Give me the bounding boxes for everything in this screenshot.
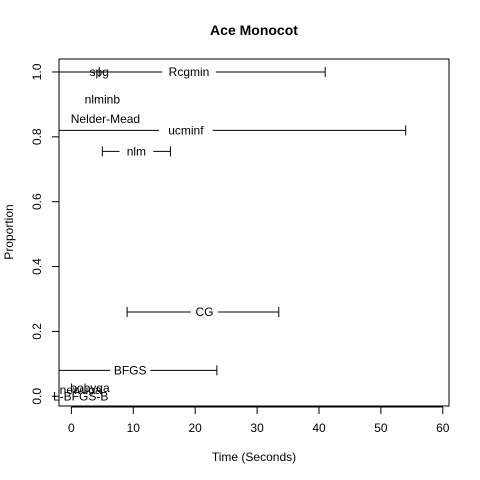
method-label: nlm (127, 144, 146, 158)
method-label: L-BFGS-B (53, 389, 108, 403)
method-label: spg (90, 65, 109, 79)
method-label: Nelder-Mead (71, 112, 140, 126)
method-labels: spg Rcgmin nlminb Nelder-Mead ucminf nlm CG BFG… (53, 65, 213, 403)
x-tick-label: 30 (250, 421, 264, 435)
y-tick-label: 0.4 (30, 258, 44, 275)
x-tick-label: 50 (374, 421, 388, 435)
method-label: nlminb (85, 93, 121, 107)
x-tick-label: 40 (312, 421, 326, 435)
y-tick-label: 0.0 (30, 388, 44, 405)
y-axis: 0.0 0.2 0.4 0.6 0.8 1.0 (30, 63, 60, 405)
x-tick-label: 60 (436, 421, 450, 435)
error-bars (59, 66, 407, 376)
method-label: bobyqa (70, 381, 110, 395)
x-tick-label: 10 (127, 421, 141, 435)
method-label: BFGS (114, 363, 147, 377)
method-label: newuoa (60, 383, 102, 397)
x-tick-label: 20 (189, 421, 203, 435)
y-tick-label: 0.8 (30, 128, 44, 145)
x-axis-label: Time (Seconds) (212, 450, 296, 464)
method-label: CG (195, 305, 213, 319)
y-axis-label: Proportion (2, 204, 16, 259)
chart-title: Ace Monocot (210, 22, 298, 38)
y-tick-label: 0.2 (30, 323, 44, 340)
x-tick-label: 0 (68, 421, 75, 435)
method-label: Rcgmin (169, 65, 210, 79)
x-axis: 0 10 20 30 40 50 60 (68, 406, 450, 435)
y-tick-label: 0.6 (30, 193, 44, 210)
method-label: ucminf (168, 123, 204, 137)
y-tick-label: 1.0 (30, 63, 44, 80)
